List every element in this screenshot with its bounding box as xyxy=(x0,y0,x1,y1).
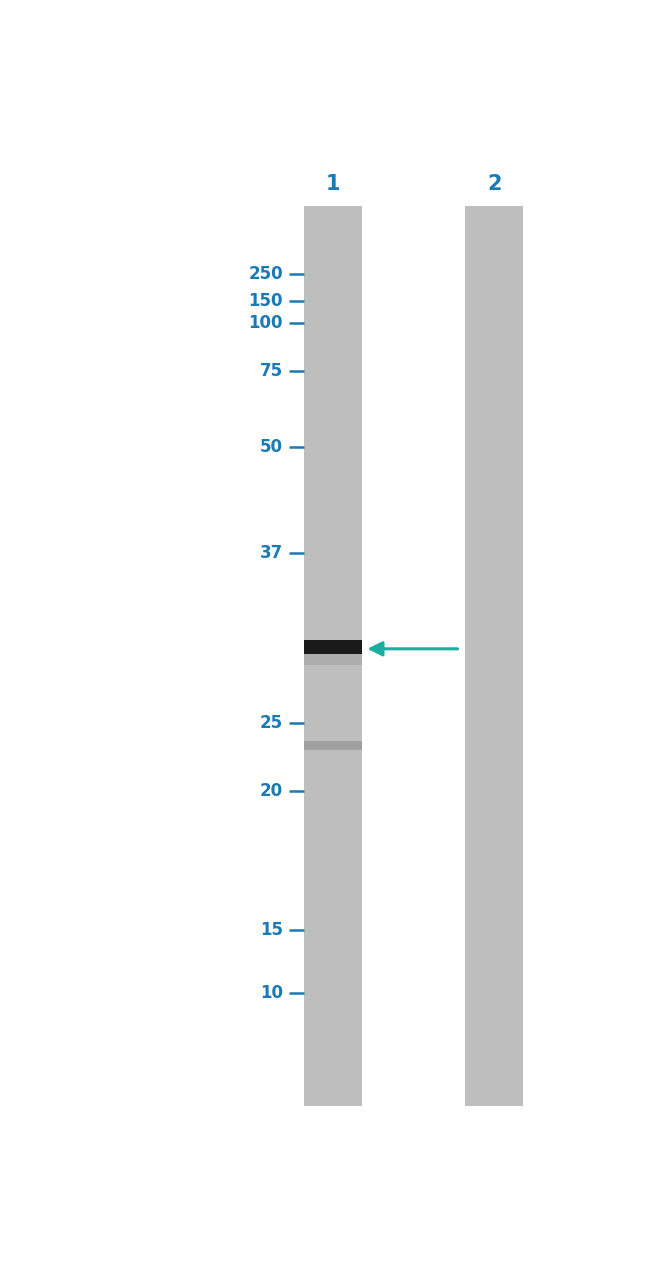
Text: 37: 37 xyxy=(260,544,283,561)
Text: 100: 100 xyxy=(248,314,283,333)
Text: 1: 1 xyxy=(326,174,341,194)
Text: 150: 150 xyxy=(248,292,283,310)
Text: 20: 20 xyxy=(260,782,283,800)
Text: 250: 250 xyxy=(248,264,283,283)
Text: 15: 15 xyxy=(260,922,283,940)
Text: 25: 25 xyxy=(260,715,283,733)
Bar xyxy=(465,206,523,1106)
Bar xyxy=(304,654,362,665)
Text: 50: 50 xyxy=(260,438,283,456)
Bar xyxy=(304,206,362,1106)
Bar xyxy=(304,742,362,751)
Text: 2: 2 xyxy=(487,174,502,194)
Text: 75: 75 xyxy=(260,362,283,380)
Bar xyxy=(304,640,362,654)
Text: 10: 10 xyxy=(260,984,283,1002)
